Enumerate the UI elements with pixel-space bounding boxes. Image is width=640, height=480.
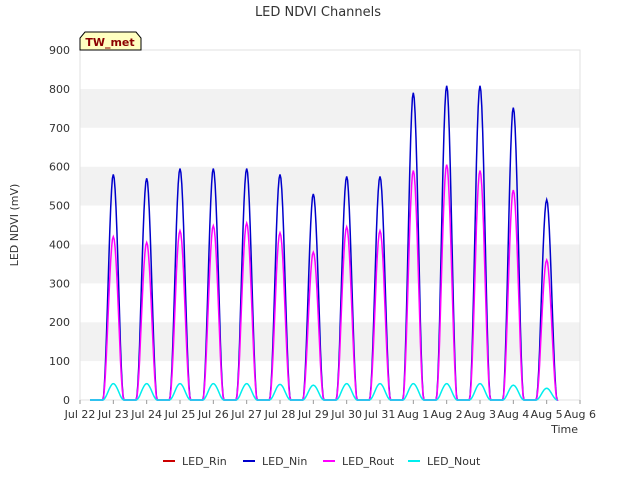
x-tick-label: Jul 31 <box>364 408 396 421</box>
series-line-led-nout <box>90 382 558 401</box>
y-tick-label: 600 <box>49 161 70 174</box>
x-tick-label: Aug 3 <box>464 408 496 421</box>
x-axis-ticks: Jul 22 Jul 23 Jul 24 Jul 25 Jul 26 Jul 27 Jul … <box>64 400 596 421</box>
x-tick-label: Aug 5 <box>531 408 563 421</box>
legend-label: LED_Nout <box>427 455 481 468</box>
x-tick-label: Jul 22 <box>64 408 96 421</box>
y-tick-label: 700 <box>49 122 70 135</box>
x-tick-label: Aug 6 <box>564 408 596 421</box>
x-tick-label: Jul 30 <box>330 408 362 421</box>
station-label-badge: TW_met <box>79 31 142 51</box>
y-tick-label: 400 <box>49 238 70 251</box>
x-tick-label: Jul 28 <box>264 408 296 421</box>
x-tick-label: Jul 23 <box>97 408 129 421</box>
x-tick-label: Jul 25 <box>164 408 196 421</box>
grid-band <box>80 283 580 323</box>
y-tick-label: 800 <box>49 83 70 96</box>
grid-band <box>80 127 580 167</box>
x-tick-label: Jul 29 <box>297 408 329 421</box>
grid-band <box>80 322 580 362</box>
x-tick-label: Jul 27 <box>230 408 262 421</box>
grid-band <box>80 166 580 206</box>
grid-band <box>80 88 580 128</box>
y-tick-label: 900 <box>49 44 70 57</box>
x-tick-label: Aug 2 <box>431 408 463 421</box>
grid-band <box>80 50 580 89</box>
y-tick-label: 500 <box>49 200 70 213</box>
legend: LED_Rin LED_Nin LED_Rout LED_Nout <box>163 455 481 468</box>
grid-band <box>80 361 580 400</box>
legend-label: LED_Rout <box>342 455 395 468</box>
series-lines <box>90 85 559 401</box>
station-label: TW_met <box>85 36 134 49</box>
grid-band <box>80 205 580 245</box>
x-axis-label: Time <box>550 423 578 436</box>
y-tick-label: 200 <box>49 316 70 329</box>
legend-label: LED_Rin <box>182 455 227 468</box>
legend-label: LED_Nin <box>262 455 307 468</box>
x-tick-label: Aug 1 <box>397 408 429 421</box>
chart-title: LED NDVI Channels <box>255 5 381 20</box>
y-tick-label: 100 <box>49 355 70 368</box>
y-tick-label: 300 <box>49 277 70 290</box>
y-tick-label: 0 <box>63 394 70 407</box>
x-tick-label: Aug 4 <box>497 408 529 421</box>
x-tick-label: Jul 24 <box>130 408 162 421</box>
grid-bands <box>80 50 580 400</box>
grid-band <box>80 244 580 284</box>
x-tick-label: Jul 26 <box>197 408 229 421</box>
y-axis-label: LED NDVI (mV) <box>8 184 21 267</box>
y-axis-ticks: 0 100 200 300 400 500 600 700 800 900 <box>49 44 70 407</box>
